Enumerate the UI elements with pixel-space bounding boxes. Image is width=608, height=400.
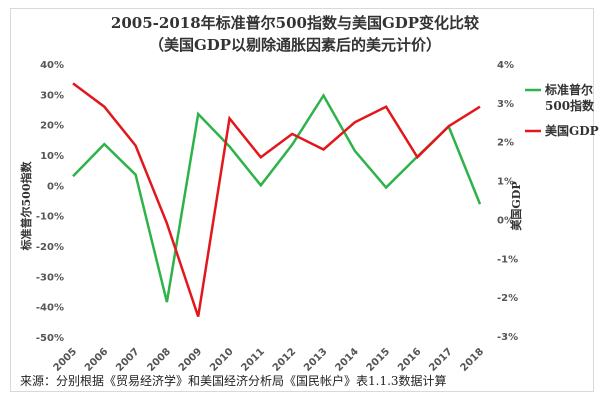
right-tick-label: 3% xyxy=(497,99,514,110)
left-tick-label: -30% xyxy=(36,272,64,283)
right-axis-ticks: 4% 3% 2% 1% 0% -1% -2% -3% xyxy=(497,60,518,343)
left-tick-label: -10% xyxy=(36,212,64,223)
sp500-line xyxy=(72,93,482,303)
left-tick-label: -20% xyxy=(36,242,64,253)
x-tick-label: 2005 xyxy=(52,346,79,373)
gdp-line xyxy=(72,82,481,317)
left-tick-label: 10% xyxy=(40,151,64,162)
right-tick-label: 1% xyxy=(497,177,514,188)
x-tick-label: 2007 xyxy=(114,346,141,373)
series-lines xyxy=(72,82,482,317)
left-tick-label: 0% xyxy=(47,181,64,192)
chart-title: 2005-2018年标准普尔500指数与美国GDP变化比较 xyxy=(111,14,479,32)
left-axis-ticks: 40% 30% 20% 10% 0% -10% -20% -30% -40% -50% xyxy=(36,60,64,344)
chart-subtitle: （美国GDP以剔除通胀因素后的美元计价） xyxy=(149,36,441,54)
x-tick-label: 2009 xyxy=(177,346,204,373)
right-tick-label: 4% xyxy=(497,60,514,71)
left-tick-label: -40% xyxy=(36,303,64,314)
left-tick-label: -50% xyxy=(36,333,64,344)
x-tick-label: 2010 xyxy=(208,346,235,373)
left-tick-label: 30% xyxy=(40,90,64,101)
x-tick-label: 2012 xyxy=(271,346,298,373)
legend-label-sp500-line1: 标准普尔 xyxy=(544,82,593,97)
x-tick-label: 2013 xyxy=(302,346,329,373)
legend-label-sp500-line2: 500指数 xyxy=(545,98,595,113)
source-note: 来源：分别根据《贸易经济学》和美国经济分析局《国民帐户》表1.1.3数据计算 xyxy=(20,373,447,388)
chart-legend: 标准普尔 500指数 美国GDP xyxy=(525,82,599,138)
x-tick-label: 2006 xyxy=(83,346,110,373)
x-tick-label: 2008 xyxy=(146,346,173,373)
left-tick-label: 20% xyxy=(40,121,64,132)
right-axis-label: 美国GDP xyxy=(509,181,523,230)
x-tick-label: 2011 xyxy=(240,346,267,373)
x-tick-label: 2018 xyxy=(459,346,486,373)
right-tick-label: -2% xyxy=(497,293,518,304)
right-tick-label: 2% xyxy=(497,138,514,149)
right-tick-label: 0% xyxy=(497,215,514,226)
right-tick-label: -1% xyxy=(497,254,518,265)
x-tick-label: 2014 xyxy=(333,346,360,373)
x-tick-label: 2017 xyxy=(427,346,454,373)
right-tick-label: -3% xyxy=(497,332,518,343)
legend-label-gdp: 美国GDP xyxy=(545,123,599,138)
x-axis-ticks: 2005 2006 2007 2008 2009 2010 2011 2012 2013 2014… xyxy=(52,346,486,373)
left-axis-label: 标准普尔500指数 xyxy=(19,161,33,252)
left-tick-label: 40% xyxy=(40,60,64,71)
x-tick-label: 2016 xyxy=(396,346,423,373)
x-tick-label: 2015 xyxy=(365,346,392,373)
chart-frame xyxy=(10,8,594,392)
